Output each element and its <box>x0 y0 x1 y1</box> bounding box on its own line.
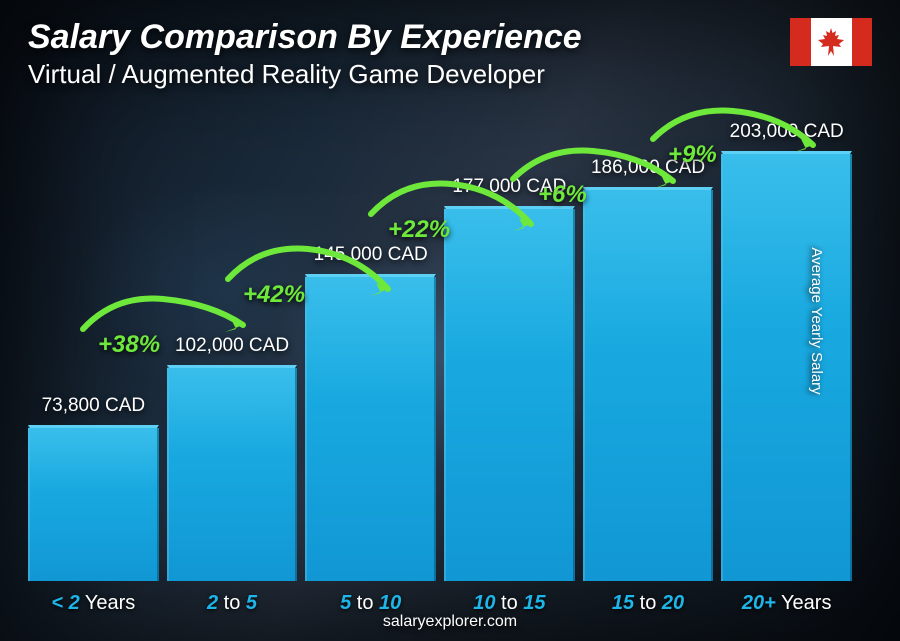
bar-category-label: 20+ Years <box>721 592 852 615</box>
bar-value-label: 73,800 CAD <box>42 395 146 417</box>
bar-category-label: 10 to 15 <box>444 592 575 615</box>
bar <box>28 425 159 581</box>
bar-category-label: 5 to 10 <box>305 592 436 615</box>
bar <box>444 206 575 581</box>
bar-category-label: 15 to 20 <box>583 592 714 615</box>
salary-bar-chart: 73,800 CAD< 2 Years102,000 CAD2 to 5145,… <box>28 111 852 581</box>
increase-percent-label: +42% <box>243 281 305 309</box>
footer-attribution: salaryexplorer.com <box>0 613 900 631</box>
increase-percent-label: +38% <box>98 331 160 359</box>
flag-center <box>811 18 852 66</box>
bar-group: 102,000 CAD2 to 5 <box>167 335 298 581</box>
maple-leaf-icon <box>818 28 844 56</box>
bar-category-label: < 2 Years <box>28 592 159 615</box>
country-flag-canada <box>790 18 872 66</box>
bar-value-label: 203,000 CAD <box>730 121 844 143</box>
header: Salary Comparison By Experience Virtual … <box>28 18 872 90</box>
flag-stripe-right <box>852 18 873 66</box>
bar <box>167 365 298 581</box>
bar <box>583 187 714 581</box>
page-title: Salary Comparison By Experience <box>28 18 872 57</box>
bar-value-label: 102,000 CAD <box>175 335 289 357</box>
bar-group: 186,000 CAD15 to 20 <box>583 157 714 581</box>
y-axis-label: Average Yearly Salary <box>808 247 825 394</box>
bar-category-label: 2 to 5 <box>167 592 298 615</box>
bar-group: 145,000 CAD5 to 10 <box>305 244 436 581</box>
increase-percent-label: +22% <box>388 216 450 244</box>
bar-value-label: 145,000 CAD <box>314 244 428 266</box>
bar-group: 177,000 CAD10 to 15 <box>444 176 575 581</box>
bar <box>721 151 852 581</box>
increase-percent-label: +6% <box>538 181 587 209</box>
bar-group: 203,000 CAD20+ Years <box>721 121 852 581</box>
bar-group: 73,800 CAD< 2 Years <box>28 395 159 581</box>
flag-stripe-left <box>790 18 811 66</box>
page-subtitle: Virtual / Augmented Reality Game Develop… <box>28 59 872 90</box>
bar <box>305 274 436 581</box>
increase-percent-label: +9% <box>668 141 717 169</box>
